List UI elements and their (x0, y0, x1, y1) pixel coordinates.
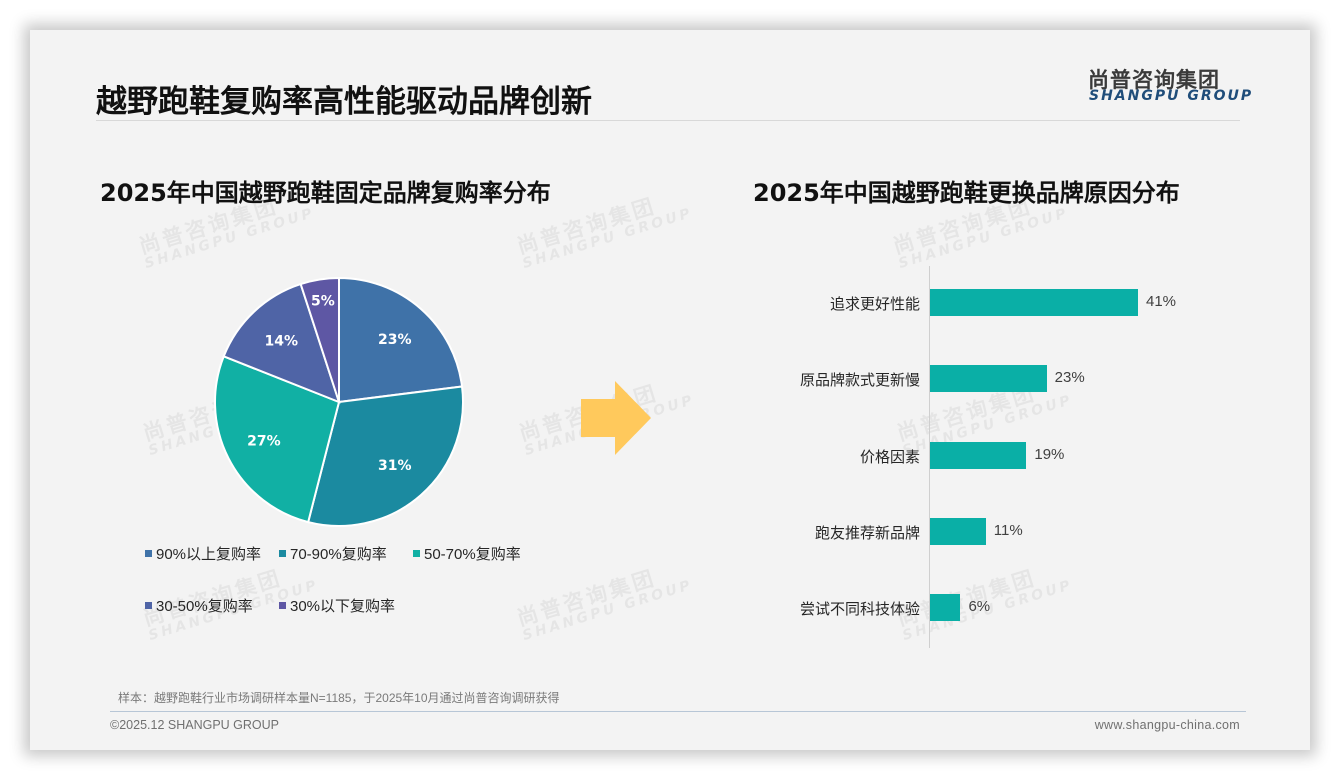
bar-value-label: 6% (968, 598, 991, 615)
legend-label: 90%以上复购率 (156, 546, 262, 563)
legend-swatch (279, 602, 286, 609)
bar-chart-title: 2025年中国越野跑鞋更换品牌原因分布 (753, 179, 1180, 207)
bar (930, 442, 1027, 469)
copyright: ©2025.12 SHANGPU GROUP (110, 718, 279, 732)
legend-label: 70-90%复购率 (290, 546, 387, 563)
bar-row: 价格因素 19% (770, 442, 1270, 470)
website-link[interactable]: www.shangpu-china.com (1094, 718, 1240, 732)
footer-divider (110, 711, 1246, 712)
legend-item: 30-50%复购率 (145, 595, 253, 616)
legend-swatch (145, 602, 152, 609)
title-divider (96, 120, 1240, 121)
pie-chart-title: 2025年中国越野跑鞋固定品牌复购率分布 (100, 179, 551, 207)
bar-value-label: 23% (1054, 369, 1085, 386)
bar-value-label: 19% (1034, 446, 1065, 463)
legend-item: 50-70%复购率 (413, 543, 521, 564)
pie-slice-label: 31% (378, 458, 412, 474)
bar-category-label: 尝试不同科技体验 (799, 601, 920, 618)
page-title: 越野跑鞋复购率高性能驱动品牌创新 (96, 84, 592, 120)
bar-row: 追求更好性能 41% (770, 289, 1270, 317)
legend-label: 50-70%复购率 (424, 546, 521, 563)
bar-category-label: 追求更好性能 (829, 296, 920, 313)
pie-slice-label: 5% (311, 293, 335, 309)
bar-row: 原品牌款式更新慢 23% (770, 365, 1270, 393)
legend-item: 90%以上复购率 (145, 543, 261, 564)
bar-row: 尝试不同科技体验 6% (770, 594, 1270, 622)
bar-value-label: 41% (1146, 293, 1177, 310)
bar (930, 289, 1138, 316)
logo-en: SHANGPU GROUP (1089, 88, 1254, 104)
pie-slice-label: 14% (265, 334, 299, 350)
legend-swatch (279, 550, 286, 557)
bar-value-label: 11% (993, 522, 1023, 539)
sample-note: 样本：越野跑鞋行业市场调研样本量N=1185，于2025年10月通过尚普咨询调研… (118, 691, 560, 705)
pie-slice (214, 355, 341, 524)
bar (930, 365, 1047, 392)
legend-swatch (413, 550, 420, 557)
legend-item: 70-90%复购率 (279, 543, 387, 564)
bar (930, 594, 961, 621)
slide: 尚普咨询集团 SHANGPU GROUP 尚普咨询集团 SHANGPU GROUP … (30, 30, 1310, 750)
pie-slice (306, 385, 464, 527)
legend-swatch (145, 550, 152, 557)
pie-slice (338, 276, 464, 404)
bar-category-label: 原品牌款式更新慢 (799, 372, 920, 389)
bar-category-label: 跑友推荐新品牌 (814, 525, 920, 542)
bar-row: 跑友推荐新品牌 11% (770, 518, 1270, 546)
legend-label: 30-50%复购率 (156, 598, 253, 615)
logo-cn: 尚普咨询集团 (1088, 68, 1220, 92)
bar (930, 518, 986, 545)
pie-slice (299, 276, 340, 403)
bar-category-label: 价格因素 (859, 449, 920, 466)
bar-chart-axis (929, 266, 930, 648)
arrow-right-icon (581, 381, 651, 455)
pie-chart: 23% 31% 27% 14% 5% (214, 276, 464, 527)
legend-item: 30%以下复购率 (279, 595, 395, 616)
legend-label: 30%以下复购率 (290, 598, 396, 615)
pie-slice-label: 23% (378, 332, 412, 348)
pie-slice-label: 27% (247, 433, 281, 449)
